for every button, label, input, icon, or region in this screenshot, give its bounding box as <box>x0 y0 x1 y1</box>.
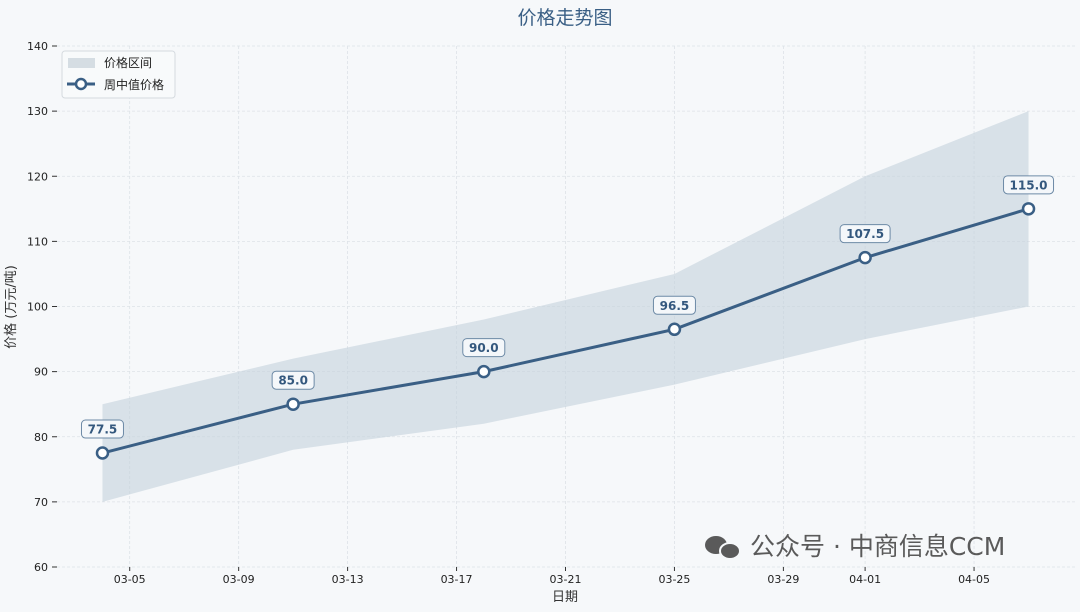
data-point <box>858 250 872 265</box>
legend-label-line: 周中值价格 <box>104 77 164 92</box>
data-point <box>286 397 300 411</box>
median-price-series: 77.5 85.0 90.0 96.5 107.5 115.0 <box>80 175 1055 460</box>
data-label: 115.0 <box>1010 178 1048 192</box>
x-tick-label: 03-17 <box>441 573 473 586</box>
y-axis-label: 价格 (万元/吨) <box>3 265 19 349</box>
data-label-box <box>271 370 315 390</box>
data-label-box <box>80 419 124 439</box>
legend-label-band: 价格区间 <box>104 55 152 70</box>
data-label: 77.5 <box>88 423 118 437</box>
y-tick-label: 140 <box>27 40 48 53</box>
y-tick-label: 110 <box>27 235 48 248</box>
data-label-box <box>1003 175 1055 195</box>
x-tick-label: 03-05 <box>114 573 146 586</box>
legend-swatch-band <box>68 58 95 68</box>
x-axis-label: 日期 <box>552 590 578 605</box>
data-point <box>667 322 682 337</box>
price-range-band <box>102 111 1029 502</box>
y-tick-label: 100 <box>27 301 48 314</box>
x-tick-label: 03-29 <box>767 573 799 586</box>
chart-title: 价格走势图 <box>517 7 612 29</box>
watermark: 公众号 · 中商信息CCM <box>705 532 1005 561</box>
y-tick-label: 130 <box>27 105 48 118</box>
data-label: 107.5 <box>846 227 884 241</box>
x-tick-label: 03-09 <box>223 573 255 586</box>
y-tick-label: 120 <box>27 170 48 183</box>
data-label-box <box>652 295 696 315</box>
price-range-area <box>102 111 1029 502</box>
y-tick-label: 60 <box>34 561 48 574</box>
watermark-text: 公众号 · 中商信息CCM <box>750 532 1005 561</box>
data-point <box>1021 202 1036 216</box>
legend: 价格区间 周中值价格 <box>61 50 176 99</box>
y-axis: 60 70 80 90 100 110 120 130 140 <box>27 40 57 574</box>
data-label: 90.0 <box>469 341 499 355</box>
x-tick-label: 04-01 <box>849 573 881 586</box>
wechat-icon <box>705 536 741 560</box>
data-point <box>477 364 491 379</box>
data-label: 96.5 <box>660 299 690 313</box>
y-tick-label: 90 <box>34 366 48 379</box>
data-label-box <box>839 224 891 244</box>
data-label-box <box>462 338 506 358</box>
y-tick-label: 80 <box>34 431 48 444</box>
x-tick-label: 03-13 <box>332 573 364 586</box>
y-tick-label: 70 <box>34 496 48 509</box>
data-point <box>95 446 110 460</box>
x-tick-label: 03-25 <box>658 573 690 586</box>
x-tick-label: 04-05 <box>958 573 990 586</box>
legend-swatch-marker <box>74 77 88 91</box>
x-tick-label: 03-21 <box>550 573 582 586</box>
data-label: 85.0 <box>278 374 308 388</box>
x-axis: 03-05 03-09 03-13 03-17 03-21 03-25 03-29 04-01… <box>114 567 990 586</box>
median-price-line <box>102 207 1029 455</box>
